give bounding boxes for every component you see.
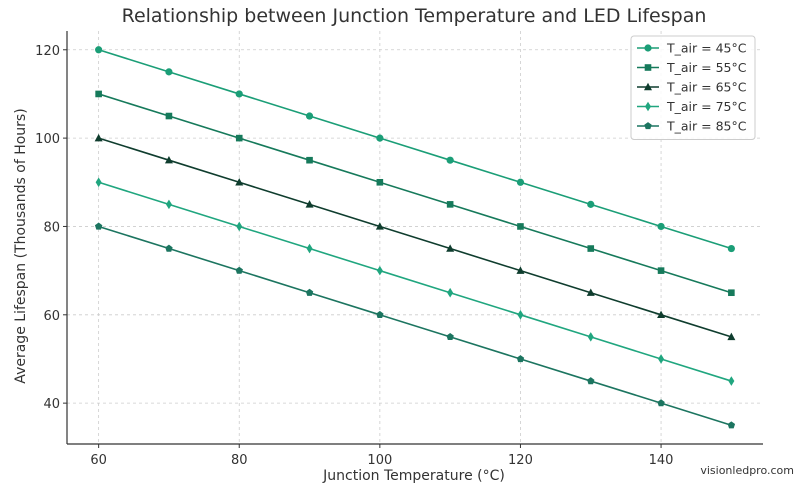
watermark: visionledpro.com: [700, 464, 794, 477]
y-tick-label: 100: [35, 132, 60, 147]
data-point: [165, 199, 172, 210]
axes-layer: 60 80 100 120 140 40 60 80 100 120: [35, 31, 763, 468]
data-point: [165, 68, 173, 76]
data-point: [517, 223, 524, 230]
data-point: [164, 156, 173, 164]
data-point: [376, 265, 383, 276]
legend-item: T_air = 55°C: [637, 60, 747, 75]
data-point: [644, 82, 652, 91]
data-point: [235, 134, 243, 142]
data-point: [727, 332, 736, 341]
data-point: [658, 354, 665, 364]
data-point: [376, 310, 384, 318]
series-layer: [94, 46, 736, 429]
data-point: [446, 201, 454, 208]
data-point: [235, 266, 243, 274]
series-4: [95, 177, 735, 386]
data-point: [657, 399, 665, 407]
legend-label: T_air = 55°C: [666, 60, 747, 75]
data-point: [305, 288, 314, 296]
legend-item: T_air = 45°C: [637, 41, 747, 56]
data-point: [657, 310, 666, 318]
data-point: [644, 64, 652, 71]
data-point: [305, 200, 314, 208]
x-tick-label: 120: [508, 453, 533, 468]
data-point: [517, 309, 524, 320]
x-tick-label: 80: [231, 453, 248, 468]
legend-item: T_air = 85°C: [637, 119, 747, 134]
data-point: [587, 200, 595, 208]
data-point: [586, 288, 595, 296]
x-tick-label: 140: [649, 453, 674, 468]
series-line: [98, 137, 732, 338]
data-point: [727, 244, 735, 253]
data-point: [306, 156, 313, 164]
data-point: [516, 266, 525, 274]
data-point: [657, 222, 665, 231]
data-point: [446, 332, 454, 341]
data-point: [305, 112, 314, 120]
data-point: [446, 156, 454, 164]
legend-item: T_air = 75°C: [637, 99, 747, 114]
legend-label: T_air = 45°C: [666, 41, 747, 56]
data-point: [95, 90, 102, 98]
series-3: [94, 133, 736, 341]
data-point: [516, 355, 525, 363]
data-point: [165, 244, 173, 252]
series-line: [98, 93, 732, 294]
y-tick-label: 60: [43, 309, 60, 324]
data-point: [644, 122, 652, 130]
data-point: [645, 101, 651, 112]
legend-item: T_air = 65°C: [637, 80, 747, 95]
legend: T_air = 45°C T_air = 55°C T_air = 65°C T_ai…: [630, 35, 756, 140]
legend-box: [630, 35, 756, 140]
series-2: [95, 90, 735, 297]
data-point: [657, 267, 665, 274]
data-point: [727, 421, 736, 429]
data-point: [235, 90, 243, 98]
data-point: [728, 376, 735, 386]
data-point: [95, 177, 102, 188]
data-point: [587, 332, 594, 342]
data-point: [376, 178, 384, 186]
x-tick-label: 60: [90, 453, 107, 468]
data-point: [728, 289, 735, 297]
data-point: [447, 287, 454, 298]
data-point: [446, 244, 455, 252]
data-point: [587, 377, 595, 385]
legend-label: T_air = 85°C: [666, 119, 747, 134]
data-point: [235, 178, 244, 186]
series-5: [94, 222, 736, 429]
data-point: [95, 46, 103, 54]
y-tick-label: 40: [43, 397, 60, 412]
data-point: [644, 44, 652, 52]
series-1: [95, 46, 735, 253]
data-point: [375, 222, 384, 230]
data-point: [165, 112, 173, 120]
x-tick-label: 100: [367, 453, 392, 468]
series-line: [98, 225, 732, 426]
legend-label: T_air = 65°C: [666, 80, 747, 95]
data-point: [94, 222, 103, 230]
data-point: [516, 178, 525, 186]
x-axis-label: Junction Temperature (°C): [322, 468, 505, 484]
y-axis-label: Average Lifespan (Thousands of Hours): [13, 108, 29, 383]
chart-title: Relationship between Junction Temperatur…: [122, 5, 707, 27]
data-point: [376, 134, 384, 142]
data-point: [236, 221, 243, 232]
y-tick-label: 80: [43, 220, 60, 235]
series-line: [98, 49, 732, 250]
y-tick-label: 120: [35, 44, 60, 59]
data-point: [306, 243, 313, 254]
series-line: [98, 181, 732, 382]
grid-layer: [67, 31, 763, 444]
data-point: [587, 245, 595, 252]
data-point: [94, 133, 103, 142]
legend-label: T_air = 75°C: [666, 99, 747, 114]
